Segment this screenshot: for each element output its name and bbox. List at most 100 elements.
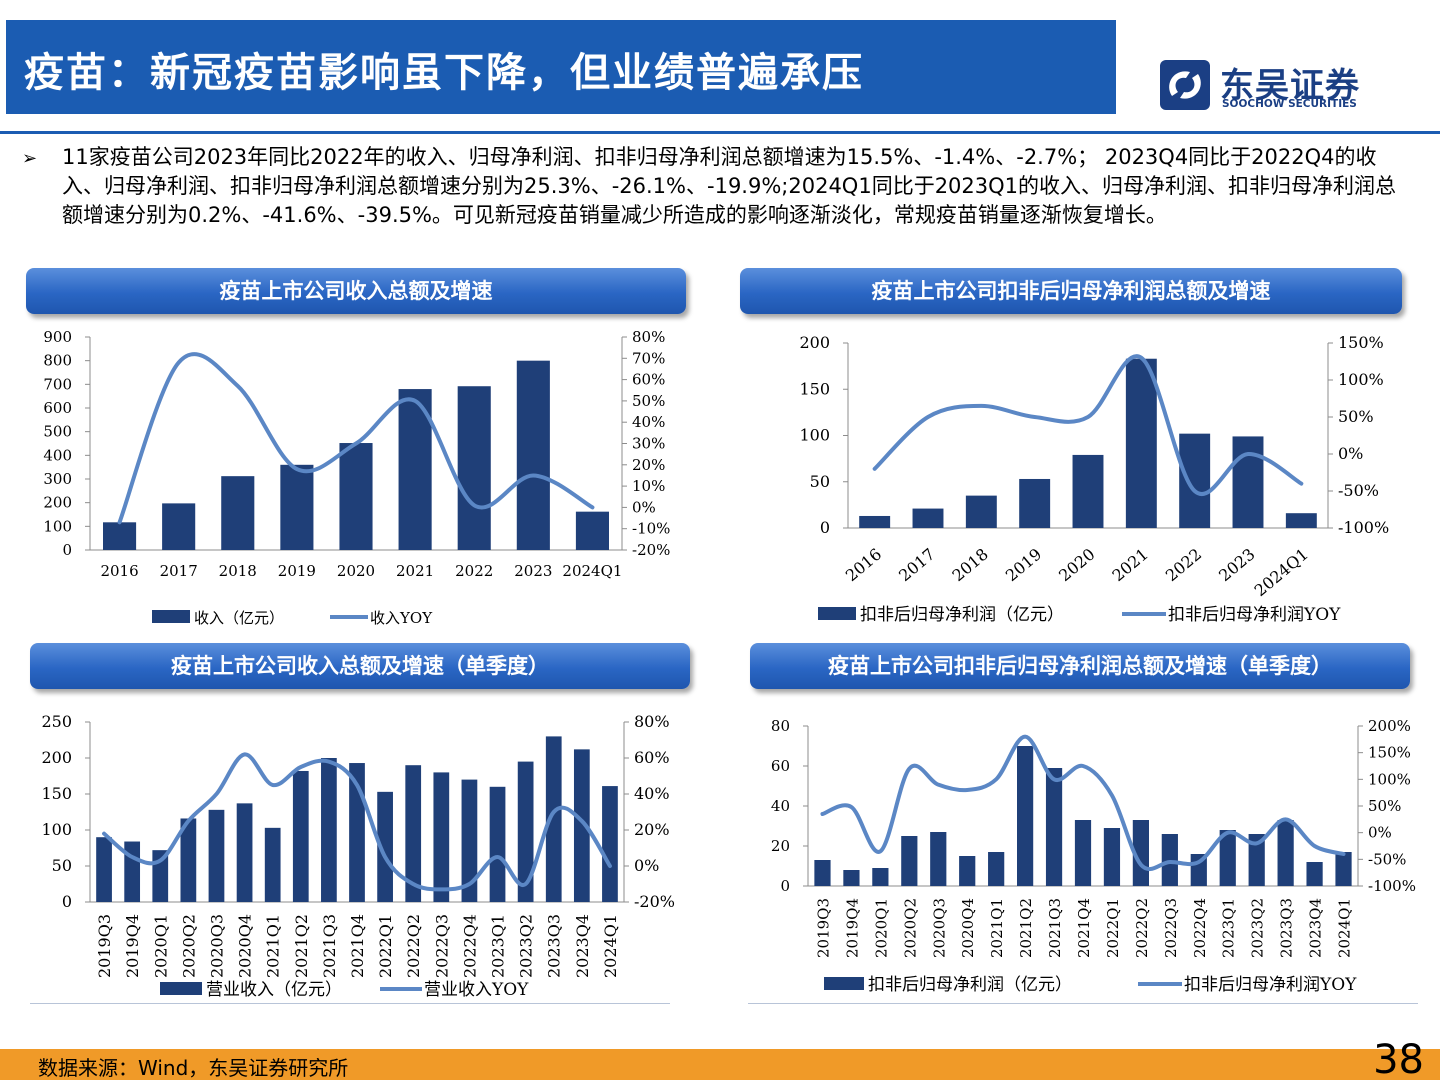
page-title: 疫苗：新冠疫苗影响虽下降，但业绩普遍承压 xyxy=(24,40,864,98)
left-tick-label: 300 xyxy=(43,470,72,488)
legend-bar-label: 营业收入（亿元） xyxy=(206,980,342,1000)
right-tick-label: 0% xyxy=(1338,444,1363,463)
right-tick-label: -10% xyxy=(632,520,670,538)
bar-2017 xyxy=(913,509,944,528)
bar-2024Q1 xyxy=(1286,513,1317,528)
category-label: 2020Q4 xyxy=(959,898,977,958)
bar-2020Q3 xyxy=(209,810,225,902)
left-tick-label: 250 xyxy=(41,712,72,731)
category-label: 2020Q2 xyxy=(901,898,919,958)
legend-line-label: 营业收入YOY xyxy=(424,980,529,1000)
category-label: 2020 xyxy=(1055,545,1098,586)
category-label: 2022Q2 xyxy=(1133,898,1151,958)
left-tick-label: 60 xyxy=(771,757,790,775)
category-label: 2021Q2 xyxy=(292,914,311,978)
chart4-title: 疫苗上市公司扣非后归母净利润总额及增速（单季度） xyxy=(750,643,1410,689)
category-label: 2017 xyxy=(895,545,938,586)
category-label: 2018 xyxy=(948,545,991,586)
bar-2022Q3 xyxy=(433,772,449,902)
right-tick-label: 40% xyxy=(632,413,665,431)
bar-2023 xyxy=(517,361,550,550)
right-tick-label: 0% xyxy=(1368,824,1392,842)
right-tick-label: -50% xyxy=(1368,850,1406,868)
page-number: 38 xyxy=(1373,1037,1424,1083)
left-tick-label: 900 xyxy=(43,328,72,346)
bar-2019Q3 xyxy=(814,860,830,886)
right-tick-label: 40% xyxy=(634,784,670,803)
chart-annual-revenue: 900800700600500400300200100080%70%60%50%… xyxy=(0,320,720,635)
right-tick-label: -50% xyxy=(1338,481,1379,500)
category-label: 2023Q2 xyxy=(517,914,536,978)
bar-2020Q3 xyxy=(930,832,946,886)
category-label: 2021Q3 xyxy=(1046,898,1064,958)
legend-line-label: 扣非后归母净利润YOY xyxy=(1184,975,1357,995)
legend-bar-swatch xyxy=(160,982,202,995)
legend-bar-swatch xyxy=(152,610,190,623)
bar-2023Q4 xyxy=(1306,862,1322,886)
bullet-arrow-icon: ➢ xyxy=(22,148,37,169)
legend-line-label: 扣非后归母净利润YOY xyxy=(1168,605,1341,625)
left-tick-label: 200 xyxy=(799,333,830,352)
left-tick-label: 0 xyxy=(62,541,72,559)
bar-2022Q1 xyxy=(1104,828,1120,886)
bar-2022 xyxy=(1179,434,1210,528)
legend-bar-swatch xyxy=(818,607,856,620)
bar-2019 xyxy=(1019,479,1050,528)
chart3-title: 疫苗上市公司收入总额及增速（单季度） xyxy=(30,643,690,689)
bar-2018 xyxy=(966,496,997,528)
category-label: 2023Q4 xyxy=(573,914,592,978)
bar-2024Q1 xyxy=(1335,852,1351,886)
category-label: 2022Q1 xyxy=(376,914,395,978)
bar-2024Q1 xyxy=(602,786,618,902)
logo-text-en: SOOCHOW SECURITIES xyxy=(1222,98,1357,110)
bar-2020Q4 xyxy=(959,856,975,886)
category-label: 2023Q4 xyxy=(1307,898,1325,958)
category-label: 2023Q3 xyxy=(1278,898,1296,958)
right-tick-label: 20% xyxy=(634,820,670,839)
category-label: 2021Q1 xyxy=(264,914,283,978)
category-label: 2019Q4 xyxy=(843,898,861,958)
bar-2021Q2 xyxy=(1017,746,1033,886)
bar-2021Q1 xyxy=(265,828,281,902)
bar-2019Q3 xyxy=(96,837,112,902)
category-label: 2020Q4 xyxy=(236,914,255,978)
bar-2024Q1 xyxy=(576,512,609,550)
category-label: 2016 xyxy=(842,545,885,586)
right-tick-label: -100% xyxy=(1368,877,1416,895)
right-tick-label: 50% xyxy=(1368,797,1401,815)
right-tick-label: 150% xyxy=(1368,744,1411,762)
category-label: 2024Q1 xyxy=(1336,898,1354,958)
category-label: 2020Q3 xyxy=(930,898,948,958)
category-label: 2019 xyxy=(1002,545,1045,586)
category-label: 2020 xyxy=(337,562,375,580)
left-tick-label: 100 xyxy=(41,820,72,839)
right-tick-label: -100% xyxy=(1338,518,1389,537)
right-tick-label: 30% xyxy=(632,435,665,453)
category-label: 2021 xyxy=(1108,545,1151,586)
left-tick-label: 150 xyxy=(799,379,830,398)
bar-2022 xyxy=(458,386,491,550)
bar-2018 xyxy=(221,476,254,550)
category-label: 2023Q1 xyxy=(1220,898,1238,958)
category-label: 2019Q3 xyxy=(95,914,114,978)
bar-2017 xyxy=(162,503,195,550)
legend-bar-label: 扣非后归母净利润（亿元） xyxy=(868,975,1072,995)
right-tick-label: 10% xyxy=(632,477,665,495)
category-label: 2021Q1 xyxy=(988,898,1006,958)
bar-2021Q2 xyxy=(293,771,309,902)
left-tick-label: 600 xyxy=(43,399,72,417)
category-label: 2023Q3 xyxy=(545,914,564,978)
bar-2019Q4 xyxy=(843,870,859,886)
chart4-bottom-divider xyxy=(748,1003,1418,1004)
summary-text: 11家疫苗公司2023年同比2022年的收入、归母净利润、扣非归母净利润总额增速… xyxy=(62,143,1412,230)
category-label: 2022Q3 xyxy=(1162,898,1180,958)
category-label: 2019Q4 xyxy=(123,914,142,978)
bar-2021 xyxy=(1126,359,1157,528)
right-tick-label: 80% xyxy=(634,712,670,731)
right-tick-label: -20% xyxy=(632,541,670,559)
left-tick-label: 0 xyxy=(820,518,830,537)
category-label: 2024Q1 xyxy=(1251,545,1312,601)
bar-2023 xyxy=(1233,436,1264,528)
right-tick-label: 80% xyxy=(632,328,665,346)
category-label: 2023Q1 xyxy=(489,914,508,978)
